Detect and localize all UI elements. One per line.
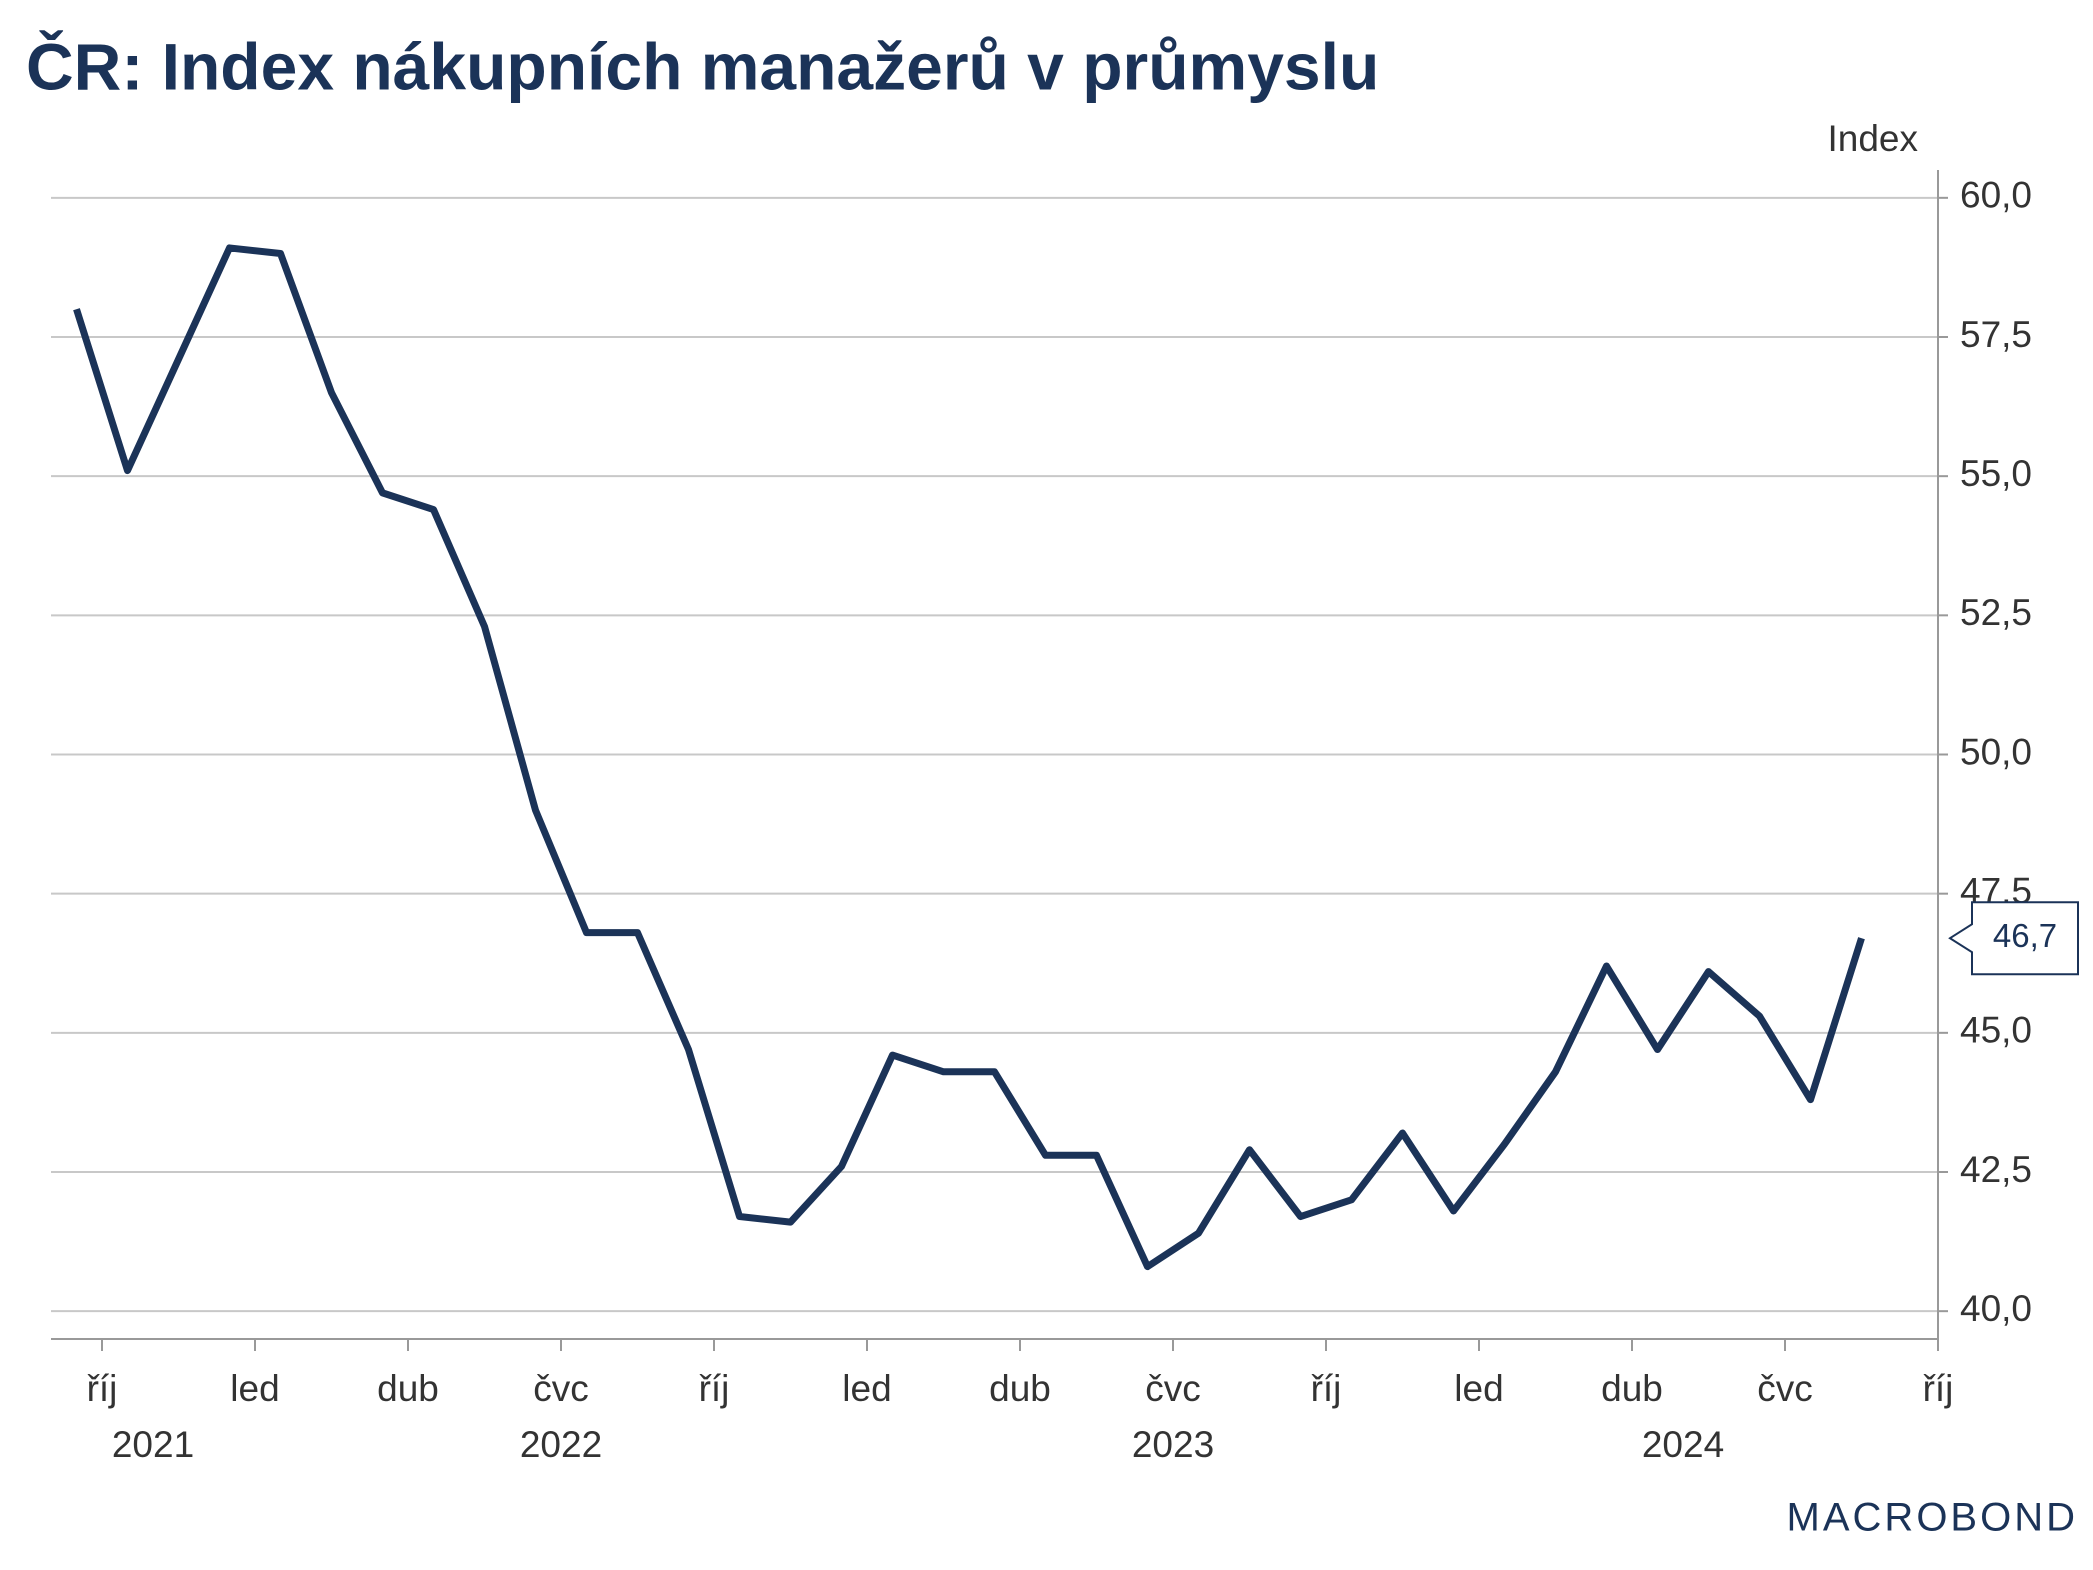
logo: MACROBOND bbox=[1787, 1496, 2078, 1540]
y-tick-label: 45,0 bbox=[1960, 1010, 2032, 1051]
value-label: 46,7 bbox=[1993, 917, 2057, 954]
y-tick-label: 52,5 bbox=[1960, 592, 2032, 633]
x-tick-label: dub bbox=[377, 1368, 439, 1409]
x-tick-label: led bbox=[1454, 1368, 1503, 1409]
y-tick-label: 55,0 bbox=[1960, 453, 2032, 494]
x-tick-label: říj bbox=[1923, 1368, 1954, 1409]
y-tick-label: 40,0 bbox=[1960, 1288, 2032, 1329]
x-tick-label: dub bbox=[1601, 1368, 1663, 1409]
x-tick-label: čvc bbox=[533, 1368, 589, 1409]
y-tick-label: 57,5 bbox=[1960, 314, 2032, 355]
x-tick-label: led bbox=[842, 1368, 891, 1409]
x-tick-label: čvc bbox=[1145, 1368, 1201, 1409]
y-axis-label: Index bbox=[1827, 118, 1918, 159]
line-series bbox=[73, 244, 1865, 1271]
y-tick-label: 50,0 bbox=[1960, 731, 2032, 772]
chart-title: ČR: Index nákupních manažerů v průmyslu bbox=[26, 29, 1379, 103]
x-tick-label: říj bbox=[699, 1368, 730, 1409]
year-label: 2022 bbox=[520, 1424, 602, 1465]
year-label: 2021 bbox=[112, 1424, 194, 1465]
x-tick-label: čvc bbox=[1757, 1368, 1813, 1409]
x-tick-label: led bbox=[230, 1368, 279, 1409]
y-tick-label: 60,0 bbox=[1960, 175, 2032, 216]
value-label-box bbox=[1948, 901, 2079, 976]
x-tick-label: říj bbox=[1311, 1368, 1342, 1409]
x-tick-label: říj bbox=[87, 1368, 118, 1409]
year-label: 2023 bbox=[1132, 1424, 1214, 1465]
year-label: 2024 bbox=[1642, 1424, 1724, 1465]
x-tick-label: dub bbox=[989, 1368, 1051, 1409]
y-tick-label: 42,5 bbox=[1960, 1149, 2032, 1190]
